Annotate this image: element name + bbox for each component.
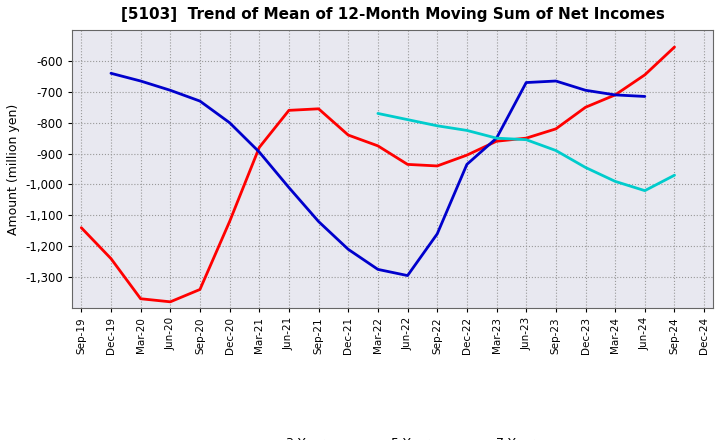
3 Years xyxy=(225,219,234,224)
3 Years xyxy=(403,162,412,167)
7 Years xyxy=(433,123,441,128)
5 Years xyxy=(492,136,501,141)
5 Years xyxy=(107,71,115,76)
3 Years xyxy=(166,299,175,304)
7 Years xyxy=(374,111,382,116)
Legend: 3 Years, 5 Years, 7 Years: 3 Years, 5 Years, 7 Years xyxy=(240,432,546,440)
7 Years xyxy=(641,188,649,193)
5 Years xyxy=(462,162,471,167)
3 Years xyxy=(77,225,86,231)
3 Years xyxy=(492,139,501,144)
Line: 3 Years: 3 Years xyxy=(81,47,675,302)
5 Years xyxy=(344,247,353,252)
5 Years xyxy=(284,185,293,190)
7 Years xyxy=(611,179,619,184)
5 Years xyxy=(225,120,234,125)
7 Years xyxy=(581,165,590,170)
3 Years xyxy=(344,132,353,138)
Title: [5103]  Trend of Mean of 12-Month Moving Sum of Net Incomes: [5103] Trend of Mean of 12-Month Moving … xyxy=(121,7,665,22)
7 Years xyxy=(522,137,531,142)
3 Years xyxy=(462,153,471,158)
5 Years xyxy=(581,88,590,93)
3 Years xyxy=(433,163,441,169)
3 Years xyxy=(641,72,649,77)
3 Years xyxy=(255,145,264,150)
3 Years xyxy=(552,126,560,132)
7 Years xyxy=(492,136,501,141)
5 Years xyxy=(374,267,382,272)
Line: 5 Years: 5 Years xyxy=(111,73,645,275)
3 Years xyxy=(374,143,382,149)
Y-axis label: Amount (million yen): Amount (million yen) xyxy=(7,103,20,235)
7 Years xyxy=(552,148,560,153)
Line: 7 Years: 7 Years xyxy=(378,114,675,191)
5 Years xyxy=(136,78,145,84)
3 Years xyxy=(522,136,531,141)
3 Years xyxy=(670,44,679,50)
3 Years xyxy=(314,106,323,111)
7 Years xyxy=(670,172,679,178)
5 Years xyxy=(611,92,619,98)
7 Years xyxy=(462,128,471,133)
3 Years xyxy=(581,105,590,110)
3 Years xyxy=(611,92,619,98)
5 Years xyxy=(166,88,175,93)
3 Years xyxy=(196,287,204,292)
5 Years xyxy=(433,231,441,237)
3 Years xyxy=(284,108,293,113)
5 Years xyxy=(196,99,204,104)
5 Years xyxy=(641,94,649,99)
7 Years xyxy=(403,117,412,122)
5 Years xyxy=(552,78,560,84)
5 Years xyxy=(403,273,412,278)
3 Years xyxy=(136,296,145,301)
5 Years xyxy=(314,219,323,224)
5 Years xyxy=(255,150,264,155)
5 Years xyxy=(522,80,531,85)
3 Years xyxy=(107,256,115,261)
